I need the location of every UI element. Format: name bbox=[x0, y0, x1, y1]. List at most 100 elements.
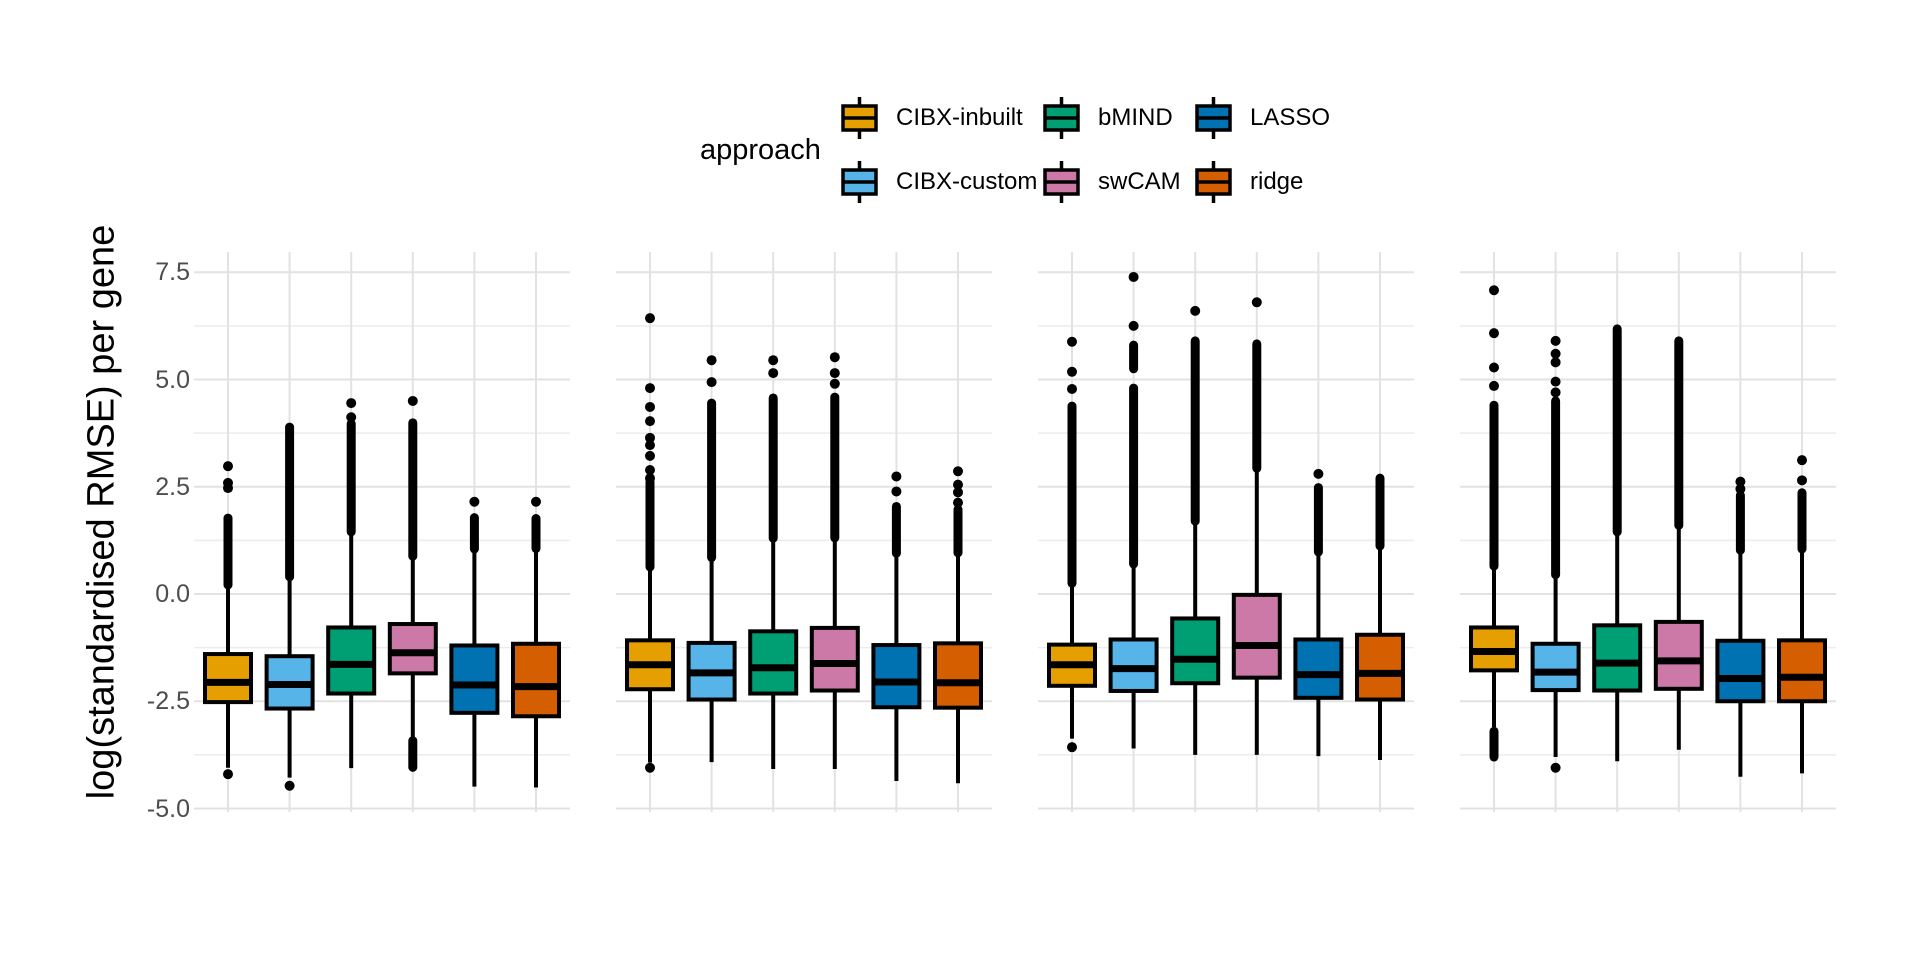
boxplot-key-icon bbox=[1195, 97, 1232, 139]
outlier-dot bbox=[953, 479, 963, 490]
panel-4-box-CIBX-inbuilt bbox=[1469, 285, 1519, 762]
outlier-dot bbox=[1313, 468, 1324, 479]
y-tick-label: 0.0 bbox=[155, 580, 190, 608]
outlier-dot bbox=[1128, 320, 1139, 331]
iqr-box bbox=[387, 622, 438, 676]
boxplot-key-icon bbox=[1043, 161, 1080, 203]
panel-1 bbox=[194, 252, 570, 812]
outlier-dot bbox=[1550, 357, 1561, 368]
outlier-dot bbox=[953, 466, 963, 477]
outlier-dot bbox=[1128, 271, 1139, 282]
iqr-box bbox=[1653, 619, 1704, 691]
panel-1-box-swCAM bbox=[387, 395, 438, 772]
outlier-dot bbox=[645, 416, 655, 427]
outlier-dot bbox=[706, 377, 717, 388]
legend-item-label: ridge bbox=[1250, 168, 1304, 195]
panel-3-box-bMIND bbox=[1170, 305, 1221, 755]
iqr-box bbox=[1355, 632, 1405, 702]
legend-item-LASSO: LASSO bbox=[1195, 95, 1330, 141]
outlier-dot bbox=[223, 769, 233, 780]
outlier-dot bbox=[1251, 297, 1262, 308]
legend-item-CIBX-custom: CIBX-custom bbox=[841, 159, 1037, 205]
panel-3 bbox=[1038, 252, 1414, 812]
outlier-dot bbox=[1550, 335, 1561, 346]
outlier-dot bbox=[953, 487, 963, 498]
iqr-box bbox=[933, 641, 983, 710]
outlier-dot bbox=[829, 352, 840, 363]
iqr-box bbox=[449, 643, 500, 715]
outlier-dot bbox=[1797, 455, 1807, 466]
outlier-dot bbox=[1067, 336, 1077, 347]
outlier-dot bbox=[1067, 383, 1077, 394]
panel-2-box-swCAM bbox=[809, 352, 860, 770]
outlier-dot bbox=[469, 496, 480, 507]
legend-item-label: LASSO bbox=[1250, 104, 1331, 131]
outlier-dot bbox=[346, 398, 357, 409]
iqr-box bbox=[326, 625, 377, 696]
iqr-box bbox=[1530, 641, 1581, 693]
outlier-dot bbox=[891, 471, 902, 482]
panel-2-box-bMIND bbox=[748, 355, 799, 770]
outlier-dot bbox=[1489, 380, 1499, 391]
outlier-dot bbox=[645, 313, 655, 324]
outlier-dot bbox=[891, 486, 902, 497]
panel-4 bbox=[1460, 252, 1836, 812]
outlier-dot bbox=[953, 497, 963, 508]
panel-3-box-swCAM bbox=[1231, 297, 1282, 755]
outlier-dot bbox=[645, 473, 655, 484]
panel-2-box-ridge bbox=[933, 466, 983, 784]
iqr-box bbox=[1777, 638, 1827, 704]
legend-item-label: bMIND bbox=[1098, 104, 1173, 131]
boxplot-key-icon bbox=[1043, 97, 1080, 139]
outlier-dot bbox=[829, 378, 840, 389]
panel-4-box-LASSO bbox=[1715, 476, 1766, 777]
outlier-dot bbox=[1735, 483, 1746, 494]
outlier-dot bbox=[1067, 742, 1077, 753]
panel-3-box-ridge bbox=[1355, 473, 1405, 761]
outlier-dot bbox=[645, 383, 655, 394]
y-tick-label: -2.5 bbox=[146, 687, 190, 716]
y-tick-label: 2.5 bbox=[155, 472, 190, 501]
outlier-dot bbox=[645, 440, 655, 451]
boxplot-key-icon bbox=[841, 161, 878, 203]
legend-item-bMIND: bMIND bbox=[1043, 95, 1173, 141]
iqr-box bbox=[748, 629, 799, 696]
outlier-dot bbox=[407, 395, 418, 406]
outlier-dot bbox=[768, 355, 779, 366]
y-tick-label: 5.0 bbox=[155, 365, 190, 394]
boxplot-key-icon bbox=[1195, 161, 1232, 203]
outlier-dot bbox=[706, 355, 717, 366]
legend-title: approach bbox=[700, 134, 821, 166]
panel-2-box-CIBX-inbuilt bbox=[625, 313, 675, 773]
outlier-dot bbox=[531, 496, 541, 507]
y-tick-label: 7.5 bbox=[155, 258, 190, 287]
panel-4-box-bMIND bbox=[1592, 324, 1643, 762]
outlier-dot bbox=[223, 461, 233, 472]
outlier-dot bbox=[645, 465, 655, 476]
legend-item-swCAM: swCAM bbox=[1043, 159, 1181, 205]
panel-2-box-CIBX-custom bbox=[686, 355, 737, 763]
outlier-dot bbox=[1067, 366, 1077, 377]
legend-item-CIBX-inbuilt: CIBX-inbuilt bbox=[841, 95, 1023, 141]
outlier-dot bbox=[1550, 387, 1561, 398]
panel-4-box-swCAM bbox=[1653, 336, 1704, 750]
panel-1-box-LASSO bbox=[449, 496, 500, 787]
panel-4-box-CIBX-custom bbox=[1530, 335, 1581, 773]
panel-4-box-ridge bbox=[1777, 455, 1827, 774]
panel-3-box-CIBX-inbuilt bbox=[1047, 336, 1097, 753]
outlier-dot bbox=[1797, 475, 1807, 486]
iqr-box bbox=[871, 643, 922, 710]
iqr-box bbox=[809, 625, 860, 693]
outlier-dot bbox=[284, 780, 295, 791]
iqr-box bbox=[1715, 638, 1766, 704]
panel-1-box-bMIND bbox=[326, 398, 377, 769]
iqr-box bbox=[511, 641, 561, 719]
outlier-dot bbox=[645, 432, 655, 443]
outlier-dot bbox=[768, 368, 779, 379]
legend-item-label: CIBX-custom bbox=[896, 168, 1038, 195]
outlier-dot bbox=[1190, 305, 1201, 316]
legend-item-ridge: ridge bbox=[1195, 159, 1303, 205]
outlier-dot bbox=[829, 368, 840, 379]
